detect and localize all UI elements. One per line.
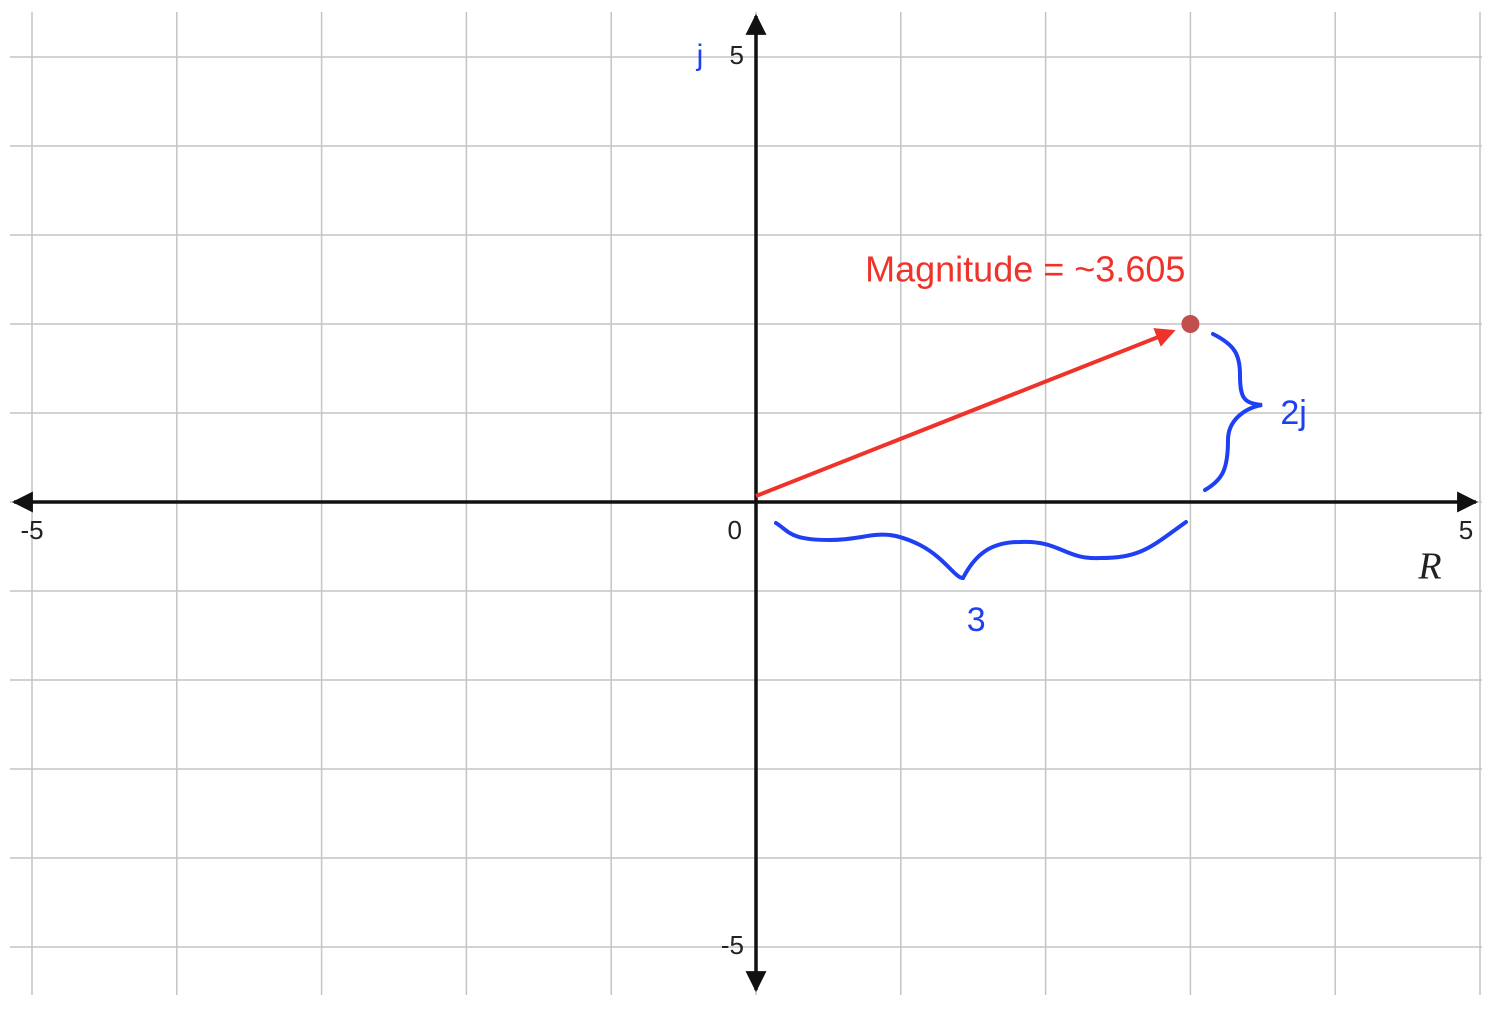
- point: [1181, 315, 1200, 333]
- y-tick-label: 5: [730, 40, 744, 70]
- y-tick-label: -5: [721, 930, 744, 960]
- imag-brace: [1203, 332, 1263, 492]
- component-braces: [774, 332, 1263, 581]
- imaginary-part-label: 2j: [1280, 394, 1306, 432]
- x-tick-label: -5: [20, 515, 43, 545]
- x-tick-label: 5: [1459, 515, 1473, 545]
- x-tick-label: 0: [728, 515, 742, 545]
- vector-arrow: [755, 328, 1176, 498]
- real-part-label: 3: [967, 601, 986, 639]
- y-axis-label: j: [696, 39, 704, 72]
- real-brace: [774, 520, 1188, 581]
- x-axis-label: R: [1417, 546, 1441, 588]
- magnitude-label: Magnitude = ~3.605: [865, 249, 1185, 290]
